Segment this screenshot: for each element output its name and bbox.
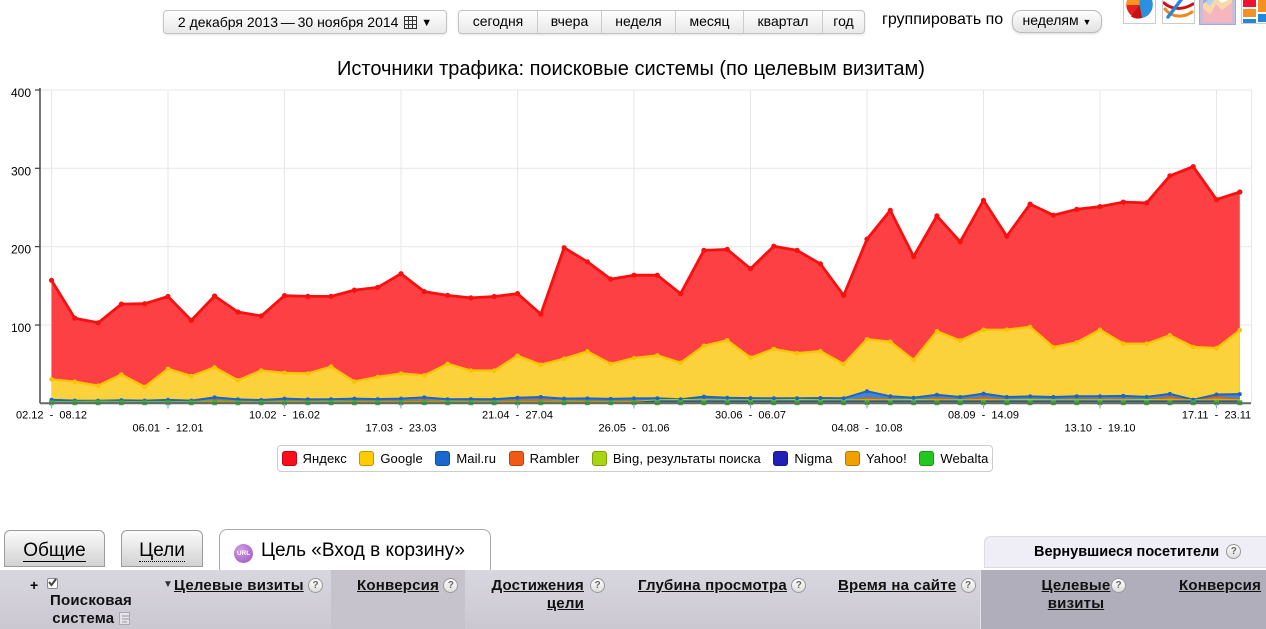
svg-text:17.03 - 23.03: 17.03 - 23.03 — [366, 422, 437, 434]
svg-text:13.10 - 19.10: 13.10 - 19.10 — [1065, 422, 1136, 434]
svg-text:08.09 - 14.09: 08.09 - 14.09 — [948, 409, 1019, 421]
svg-text:17.11 - 23.11: 17.11 - 23.11 — [1182, 409, 1251, 421]
svg-text:30.06 - 06.07: 30.06 - 06.07 — [715, 409, 786, 421]
svg-text:06.01 - 12.01: 06.01 - 12.01 — [133, 422, 204, 434]
svg-text:300: 300 — [11, 164, 31, 178]
svg-text:26.05 - 01.06: 26.05 - 01.06 — [599, 422, 670, 434]
svg-text:04.08 - 10.08: 04.08 - 10.08 — [832, 422, 903, 434]
svg-text:21.04 - 27.04: 21.04 - 27.04 — [482, 409, 553, 421]
svg-text:400: 400 — [11, 86, 31, 100]
svg-text:02.12 - 08.12: 02.12 - 08.12 — [16, 409, 87, 421]
svg-text:10.02 - 16.02: 10.02 - 16.02 — [249, 409, 320, 421]
svg-text:200: 200 — [11, 243, 31, 257]
svg-text:100: 100 — [11, 321, 31, 335]
